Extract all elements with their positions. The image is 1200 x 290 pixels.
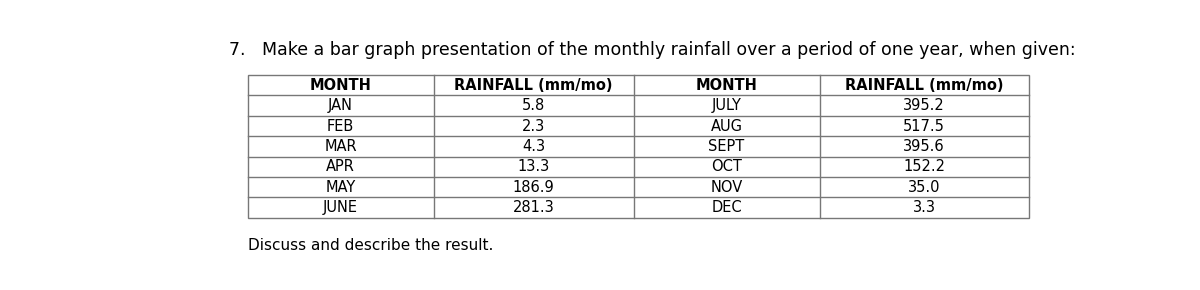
Text: 2.3: 2.3 <box>522 119 545 133</box>
Text: SEPT: SEPT <box>708 139 745 154</box>
Text: JAN: JAN <box>328 98 353 113</box>
Text: MAY: MAY <box>325 180 355 195</box>
Text: APR: APR <box>326 160 355 174</box>
Bar <box>247 75 1028 218</box>
Text: 186.9: 186.9 <box>512 180 554 195</box>
Text: 35.0: 35.0 <box>908 180 941 195</box>
Text: 3.3: 3.3 <box>913 200 936 215</box>
Text: 152.2: 152.2 <box>904 160 946 174</box>
Text: 395.2: 395.2 <box>904 98 946 113</box>
Text: 13.3: 13.3 <box>517 160 550 174</box>
Text: MAR: MAR <box>324 139 356 154</box>
Text: 5.8: 5.8 <box>522 98 545 113</box>
Text: RAINFALL (mm/mo): RAINFALL (mm/mo) <box>455 78 613 93</box>
Text: AUG: AUG <box>710 119 743 133</box>
Text: 7.   Make a bar graph presentation of the monthly rainfall over a period of one : 7. Make a bar graph presentation of the … <box>229 41 1075 59</box>
Text: JUNE: JUNE <box>323 200 358 215</box>
Text: 281.3: 281.3 <box>512 200 554 215</box>
Text: OCT: OCT <box>712 160 742 174</box>
Text: FEB: FEB <box>328 119 354 133</box>
Text: JULY: JULY <box>712 98 742 113</box>
Text: MONTH: MONTH <box>310 78 372 93</box>
Text: NOV: NOV <box>710 180 743 195</box>
Text: DEC: DEC <box>712 200 742 215</box>
Text: 4.3: 4.3 <box>522 139 545 154</box>
Text: 395.6: 395.6 <box>904 139 946 154</box>
Text: MONTH: MONTH <box>696 78 757 93</box>
Text: Discuss and describe the result.: Discuss and describe the result. <box>247 238 493 253</box>
Text: 517.5: 517.5 <box>904 119 946 133</box>
Text: RAINFALL (mm/mo): RAINFALL (mm/mo) <box>845 78 1003 93</box>
